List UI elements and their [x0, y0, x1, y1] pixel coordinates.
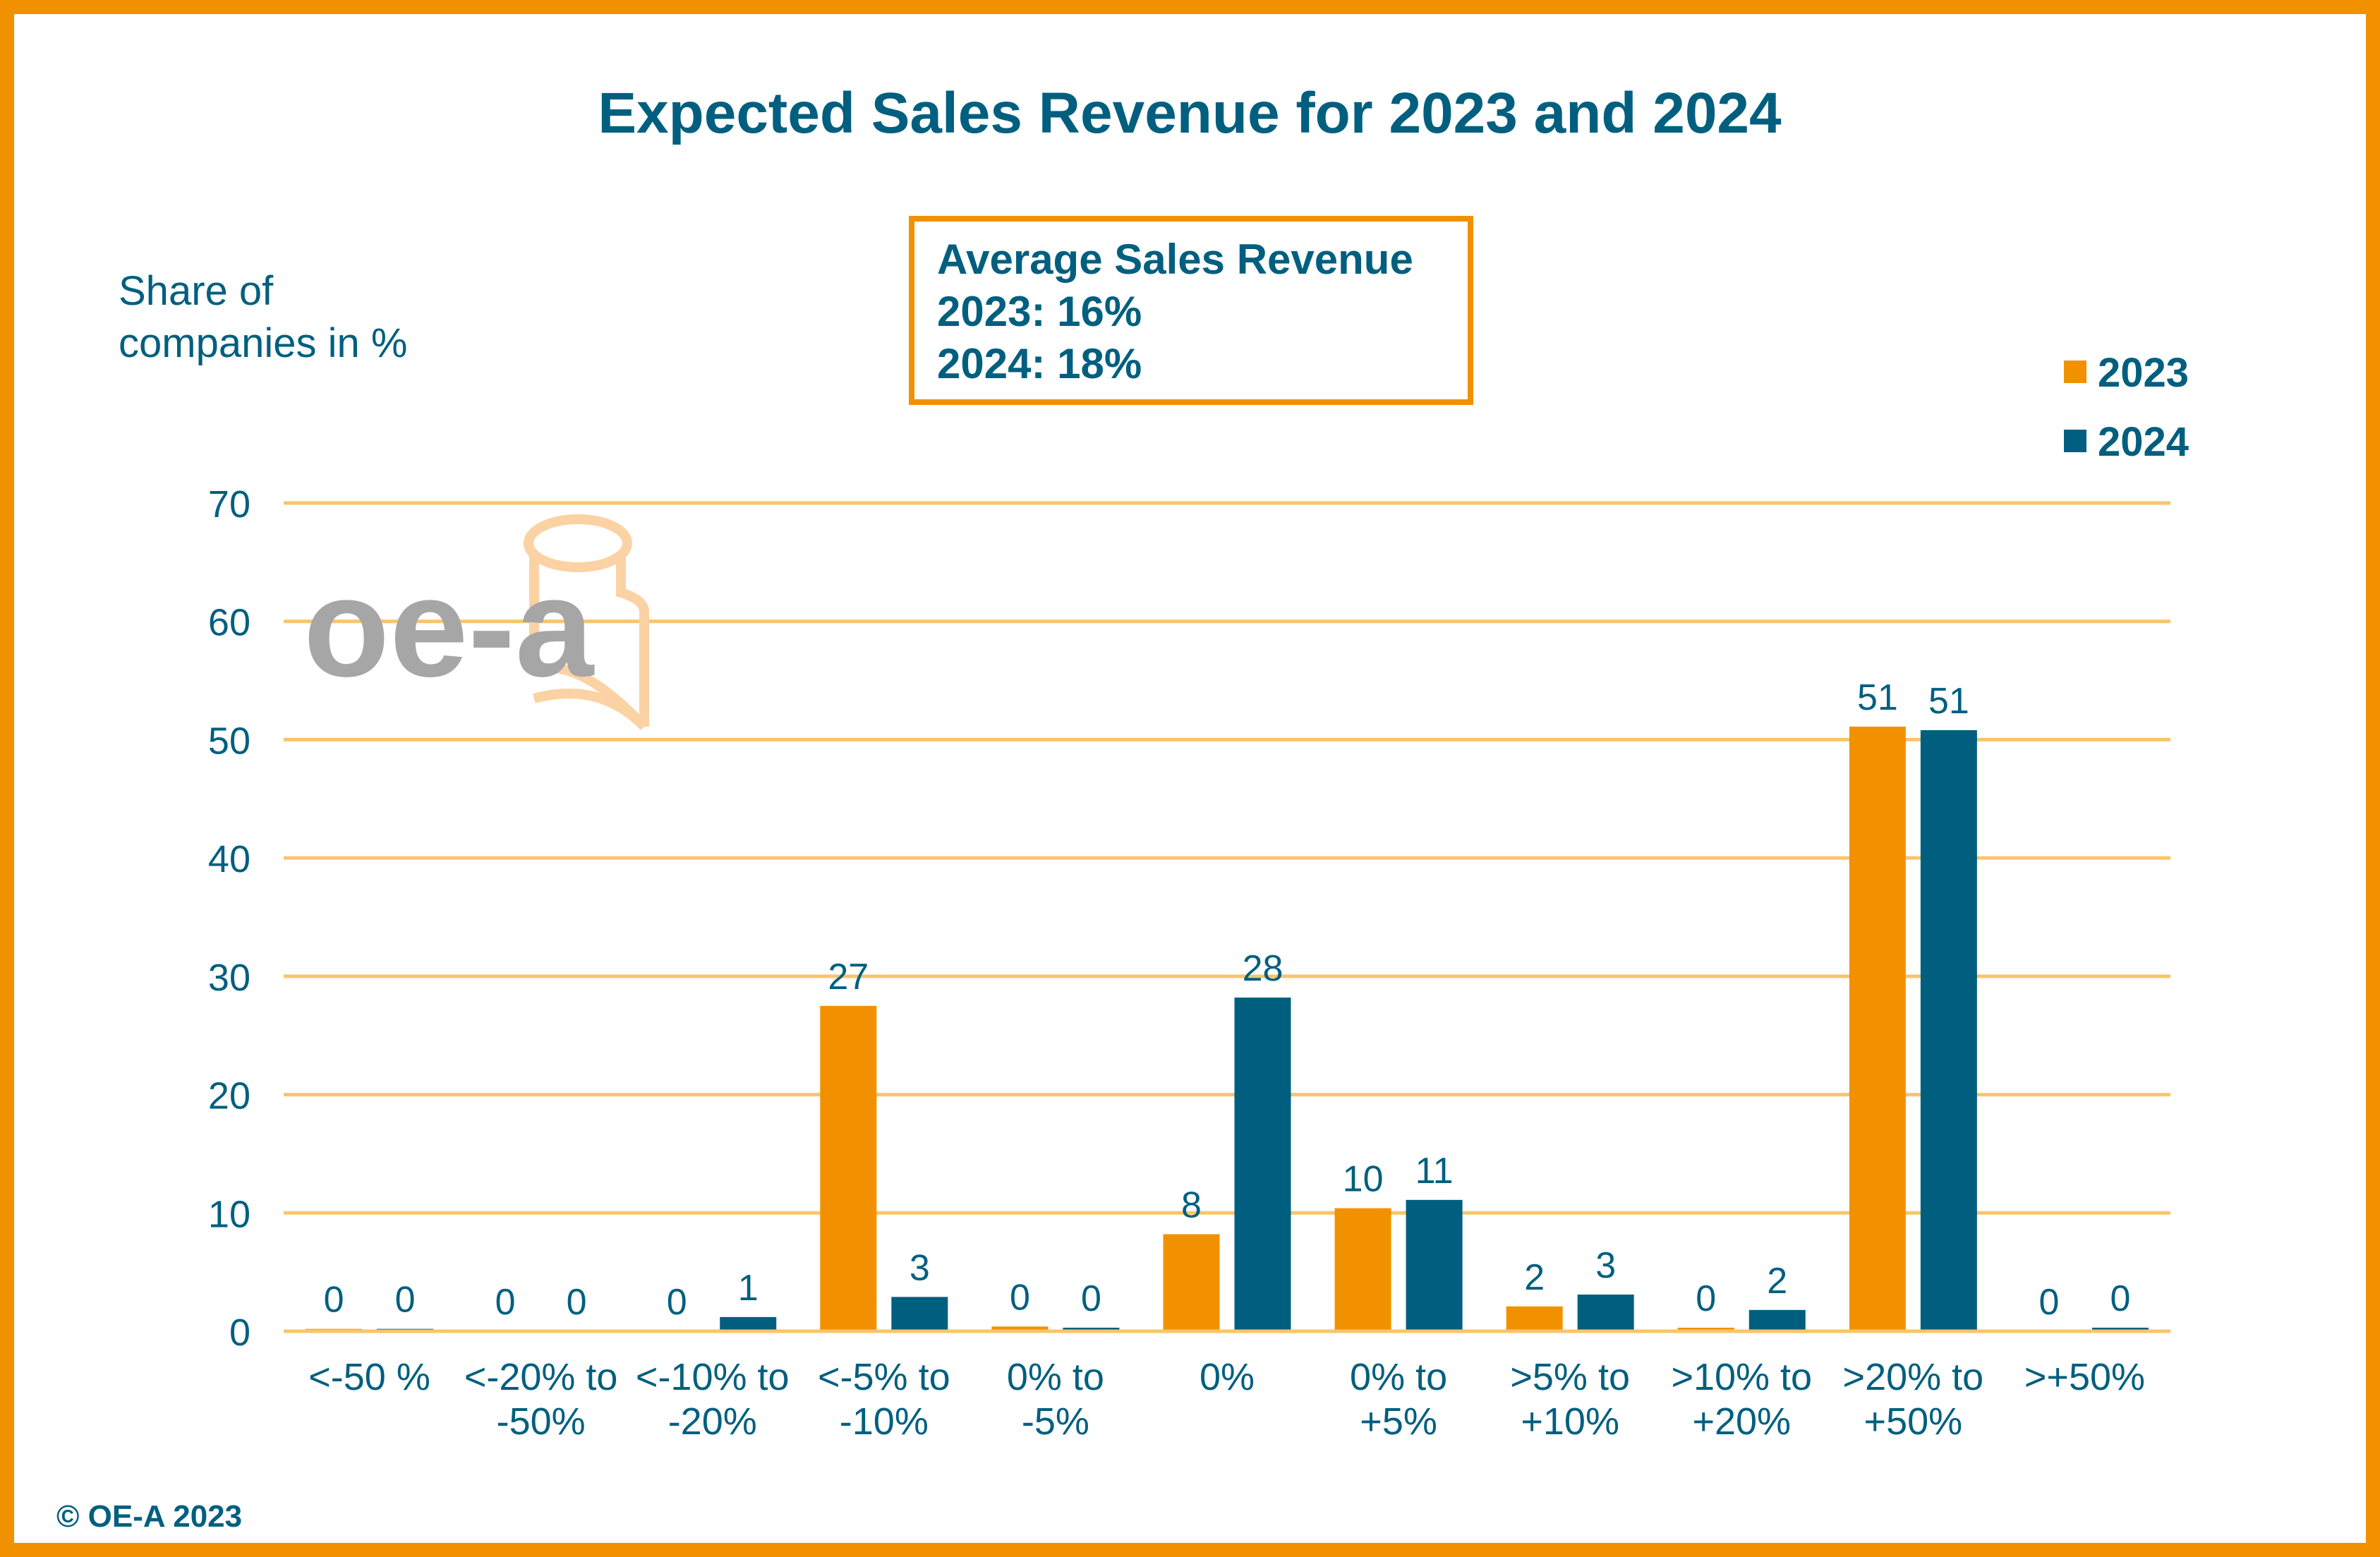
bar-2023-9 [1849, 726, 1906, 1331]
data-label-2024-1: 0 [567, 1282, 587, 1323]
y-axis-label-line-1: Share of [119, 268, 274, 314]
info-box-avg-2023: 2023: 16% [937, 288, 1142, 335]
data-label-2023-0: 0 [324, 1280, 344, 1321]
bar-2024-6 [1406, 1199, 1463, 1331]
data-label-2024-8: 2 [1767, 1261, 1787, 1302]
legend-swatch-2023 [2064, 361, 2086, 383]
y-tick-label: 60 [208, 602, 250, 644]
data-label-2023-5: 8 [1181, 1185, 1202, 1225]
bar-2023-5 [1163, 1234, 1220, 1331]
data-label-2024-0: 0 [395, 1280, 416, 1321]
data-label-2023-6: 10 [1343, 1159, 1384, 1200]
y-tick-label: 0 [229, 1311, 250, 1354]
data-label-2024-6: 11 [1415, 1151, 1454, 1192]
legend: 2023 2024 [2064, 350, 2189, 465]
category-label: -10% [840, 1400, 929, 1443]
info-box-avg-2024: 2024: 18% [937, 340, 1142, 387]
y-tick-label: 40 [208, 838, 250, 880]
bar-2023-6 [1334, 1208, 1391, 1331]
category-label: <-20% to [464, 1356, 618, 1398]
category-label: -50% [497, 1400, 586, 1443]
data-label-2023-4: 0 [1010, 1277, 1030, 1318]
data-label-2024-5: 28 [1243, 948, 1283, 989]
y-tick-label: 20 [208, 1075, 250, 1117]
y-axis-label-line-2: companies in % [119, 320, 407, 366]
bar-2024-5 [1234, 998, 1291, 1331]
logo: oe-a [303, 514, 649, 730]
legend-swatch-2024 [2064, 430, 2086, 452]
data-labels: 0 0 0 0 0 1 27 3 0 0 8 28 10 11 2 3 0 2 51 51 0 0 [324, 677, 2131, 1323]
bar-2024-3 [891, 1297, 948, 1331]
info-box-border [909, 216, 1473, 405]
category-label: >+50% [2024, 1356, 2145, 1398]
category-label: +10% [1521, 1400, 1619, 1443]
data-label-2023-3: 27 [828, 957, 869, 998]
data-label-2024-2: 1 [738, 1268, 759, 1309]
data-label-2024-4: 0 [1081, 1278, 1101, 1319]
category-label: +5% [1360, 1400, 1437, 1443]
info-box: Average Sales Revenue 2023: 16% 2024: 18… [909, 216, 1473, 405]
data-label-2024-10: 0 [2110, 1278, 2130, 1319]
chart-title: Expected Sales Revenue for 2023 and 2024 [598, 81, 1782, 145]
bar-2024-4 [1063, 1327, 1120, 1331]
bar-2024-2 [720, 1316, 777, 1331]
data-label-2023-8: 0 [1696, 1278, 1716, 1319]
category-label: +50% [1864, 1400, 1963, 1443]
category-label: 0% to [1007, 1356, 1104, 1398]
bar-2023-4 [991, 1326, 1049, 1331]
data-label-2024-7: 3 [1595, 1245, 1616, 1286]
legend-label-2024: 2024 [2098, 419, 2189, 465]
data-label-2024-9: 51 [1928, 681, 1969, 722]
data-label-2023-9: 51 [1857, 677, 1898, 718]
logo-text: oe-a [303, 549, 595, 706]
x-axis-categories: <-50 % <-20% to-50% <-10% to-20% <-5% to-10… [308, 1356, 2145, 1443]
bar-2023-7 [1506, 1306, 1563, 1331]
category-label: <-10% to [636, 1356, 790, 1398]
info-box-heading: Average Sales Revenue [937, 236, 1413, 283]
category-label: -5% [1022, 1400, 1089, 1443]
bar-2024-7 [1577, 1295, 1634, 1331]
category-label: 0% [1200, 1356, 1255, 1398]
category-label: <-50 % [308, 1356, 430, 1398]
category-label: 0% to [1350, 1356, 1447, 1398]
category-label: +20% [1692, 1400, 1791, 1443]
data-label-2023-10: 0 [2038, 1282, 2059, 1323]
bar-2023-8 [1677, 1327, 1734, 1331]
category-label: >10% to [1671, 1356, 1812, 1398]
data-label-2023-1: 0 [495, 1282, 516, 1323]
bars [284, 726, 2170, 1333]
y-tick-label: 50 [208, 720, 250, 762]
legend-label-2023: 2023 [2098, 350, 2189, 396]
y-tick-label: 70 [208, 483, 250, 526]
category-label: -20% [668, 1400, 757, 1443]
data-label-2023-2: 0 [667, 1282, 687, 1323]
data-label-2023-7: 2 [1524, 1257, 1545, 1298]
bar-2024-8 [1748, 1309, 1806, 1331]
category-label: >20% to [1843, 1356, 1984, 1398]
bar-2023-3 [820, 1005, 877, 1331]
y-tick-label: 30 [208, 957, 250, 999]
copyright: © OE-A 2023 [56, 1499, 242, 1534]
y-tick-label: 10 [208, 1193, 250, 1235]
data-label-2024-3: 3 [910, 1247, 930, 1288]
y-axis-ticks: 0 10 20 30 40 50 60 70 [208, 483, 250, 1354]
bar-2024-10 [2091, 1327, 2149, 1331]
category-label: <-5% to [818, 1356, 950, 1398]
paper-roll-icon [524, 514, 649, 730]
bar-2024-9 [1920, 730, 1977, 1331]
category-label: >5% to [1510, 1356, 1630, 1398]
